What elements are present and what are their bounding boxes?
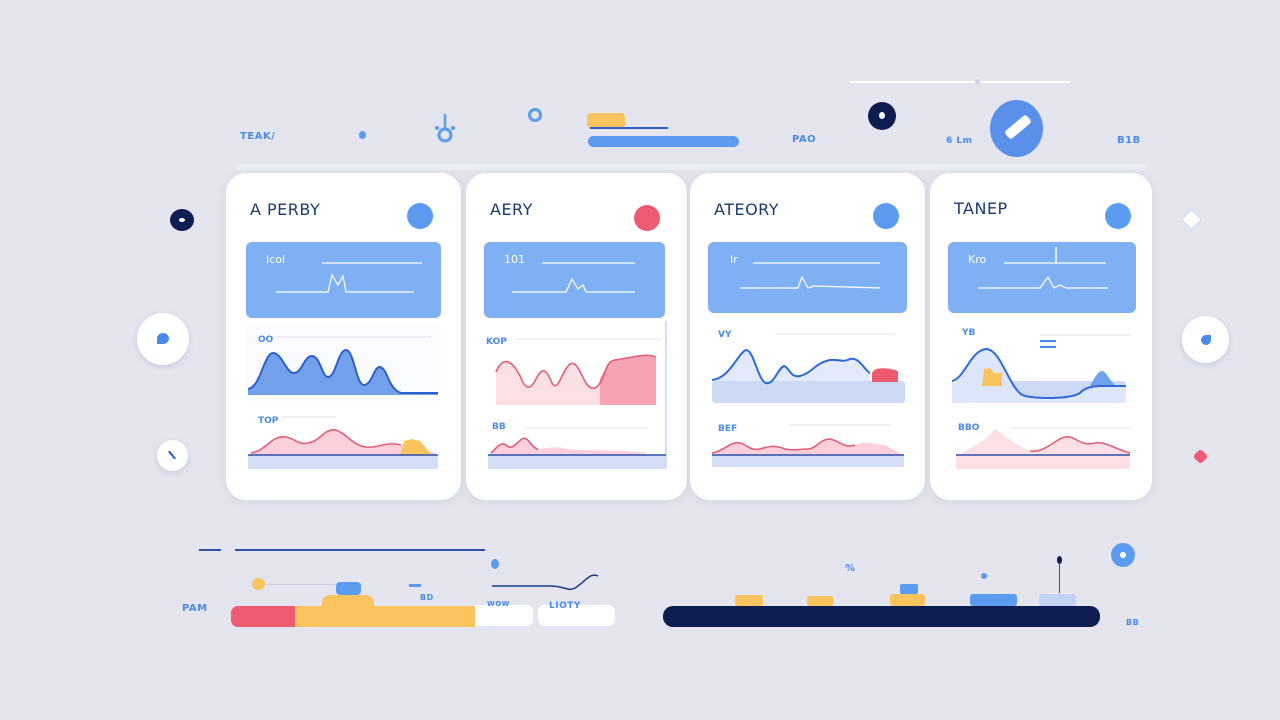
blue-circle-button[interactable] xyxy=(1111,543,1135,567)
header-left-label: TEAK/ xyxy=(240,131,276,142)
mini-bar-1 xyxy=(735,595,763,606)
chart-1-label: KOP xyxy=(486,337,507,347)
clock-button[interactable] xyxy=(157,440,188,471)
navy-record-icon[interactable] xyxy=(868,102,896,130)
like-button[interactable] xyxy=(137,313,189,365)
chart-2-area xyxy=(712,439,900,455)
trend-line xyxy=(492,574,599,591)
dashboard-card-1[interactable]: A PERBY Icol OO TOP xyxy=(226,173,461,500)
chart-1-label: OO xyxy=(258,335,274,345)
drop-icon xyxy=(1201,335,1211,345)
pin-marker-icon xyxy=(981,573,987,579)
chart-2-area xyxy=(491,438,646,455)
summary-sparkline xyxy=(512,277,635,293)
card-charts: Icol OO TOP xyxy=(246,242,441,469)
card-charts: Ir VY BEF xyxy=(708,242,907,467)
summary-box-label: Ir xyxy=(730,253,738,266)
chart-2-label: BBO xyxy=(958,423,980,433)
red-diamond-icon xyxy=(1192,448,1209,465)
slider-track[interactable] xyxy=(266,584,336,585)
card-status-icon[interactable] xyxy=(873,203,899,229)
summary-box xyxy=(484,242,665,318)
dashboard-card-3[interactable]: ATEORY Ir VY BEF xyxy=(690,173,925,500)
header-center-label: PAO xyxy=(792,134,817,145)
footer-small-label: BD xyxy=(420,593,434,602)
pin-stem xyxy=(1059,563,1060,593)
summary-sparkline xyxy=(978,275,1108,289)
summary-box-label: 101 xyxy=(504,253,525,266)
pin-marker-navy-icon xyxy=(1057,556,1062,564)
header-right-label: 6 Lm xyxy=(946,136,973,146)
mini-bar-3-cap xyxy=(900,584,918,594)
mini-bar-4 xyxy=(970,594,1017,606)
edit-button[interactable] xyxy=(990,100,1043,157)
chart-1-label: YB xyxy=(961,328,976,338)
card-charts: Kro YB BBO xyxy=(948,242,1136,469)
card-alert-icon[interactable] xyxy=(634,205,660,231)
summary-box xyxy=(948,242,1136,313)
percent-icon: % xyxy=(845,563,856,574)
chart-1-label: VY xyxy=(718,330,732,340)
top-slider-track[interactable] xyxy=(850,81,1070,83)
card-status-icon[interactable] xyxy=(1105,203,1131,229)
mini-bar-3 xyxy=(890,594,925,606)
chart-2-area xyxy=(251,429,436,455)
small-dot-icon xyxy=(491,559,499,569)
chart-1-area xyxy=(712,350,870,384)
yellow-segment-bump xyxy=(322,595,374,609)
dot-icon xyxy=(359,131,366,139)
chip-wow-label: WOW xyxy=(487,600,510,608)
top-slider-thumb[interactable] xyxy=(975,79,980,84)
summary-box xyxy=(708,242,907,313)
yellow-dot-icon xyxy=(252,578,265,590)
diamond-icon[interactable] xyxy=(1180,208,1203,231)
red-segment[interactable] xyxy=(231,606,295,627)
navy-dot-icon xyxy=(170,209,194,231)
header-far-right-label: B1B xyxy=(1117,135,1141,146)
summary-box-label: Icol xyxy=(266,253,285,266)
navy-timeline-bar[interactable] xyxy=(663,606,1100,627)
footer-divider-left xyxy=(199,549,221,551)
heart-icon xyxy=(157,333,169,344)
header-divider xyxy=(236,164,1146,170)
dashboard-card-4[interactable]: TANEP Kro YB BBO xyxy=(930,173,1152,500)
summary-sparkline xyxy=(740,275,881,289)
mini-bar-2 xyxy=(807,596,833,606)
yellow-segment[interactable] xyxy=(295,606,475,627)
right-action-button[interactable] xyxy=(1182,316,1229,363)
yellow-tag xyxy=(587,113,625,128)
chart-1-area xyxy=(952,349,1126,403)
footer-right-label: BB xyxy=(1126,618,1140,627)
card-title: TANEP xyxy=(954,199,1008,218)
pin-icon xyxy=(435,114,455,143)
chart-2-label: TOP xyxy=(258,416,279,426)
summary-box-label: Kro xyxy=(968,253,986,266)
ring-icon xyxy=(528,108,542,122)
chart-2-label: BEF xyxy=(718,424,737,434)
card-title: A PERBY xyxy=(250,200,321,219)
card-status-icon[interactable] xyxy=(407,203,433,229)
chip-lioty-label: LIOTY xyxy=(549,601,581,611)
chart-2-label: BB xyxy=(492,422,506,432)
footer-left-label: PAM xyxy=(182,603,208,614)
footer-divider xyxy=(235,549,485,551)
blue-progress-bar[interactable] xyxy=(588,136,739,147)
pencil-icon xyxy=(1004,114,1032,140)
chip-wow[interactable] xyxy=(475,605,533,626)
card-title: ATEORY xyxy=(714,200,780,219)
small-dash xyxy=(409,584,421,587)
tag-underline xyxy=(590,127,668,129)
card-title: AERY xyxy=(490,200,533,219)
card-charts: 101 KOP BB xyxy=(484,242,667,469)
dashboard-card-2[interactable]: AERY 101 KOP BB xyxy=(466,173,687,500)
clock-hand-icon xyxy=(168,450,176,460)
summary-sparkline xyxy=(276,273,414,293)
slider-handle[interactable] xyxy=(336,582,361,595)
mini-bar-5 xyxy=(1039,594,1076,606)
chip-lioty[interactable] xyxy=(538,605,615,626)
